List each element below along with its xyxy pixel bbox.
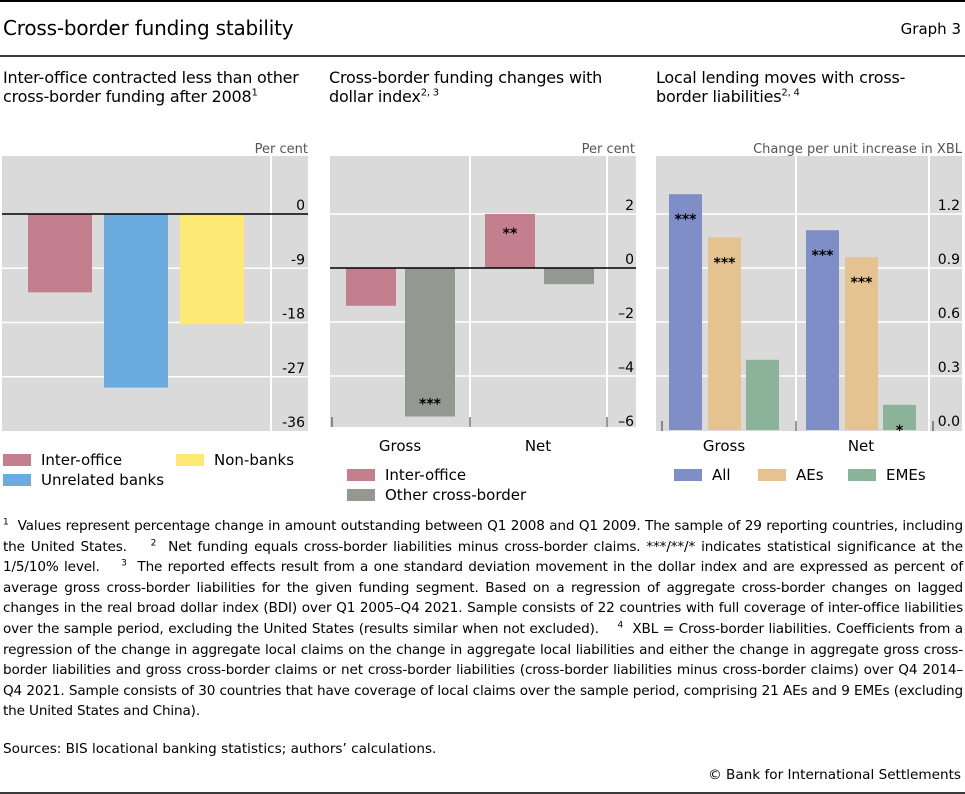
- footnote-2-marker: 2: [150, 538, 157, 549]
- y-tick-label: -27: [282, 361, 305, 377]
- graph-number: Graph 3: [900, 20, 961, 38]
- sources-note: Sources: BIS locational banking statisti…: [3, 741, 437, 757]
- footnotes: 1 Values represent percentage change in …: [3, 516, 963, 722]
- bottom-rule: [0, 792, 965, 794]
- legend-item-emes: EMEs: [848, 466, 926, 484]
- x-category-label: Gross: [703, 437, 745, 455]
- legend-label: EMEs: [886, 466, 926, 484]
- x-category-label: Gross: [379, 437, 421, 455]
- y-tick-label: –2: [618, 306, 634, 322]
- bar-emes-gross: [746, 359, 779, 430]
- x-category-label: Net: [848, 437, 874, 455]
- legend-label: Other cross-border: [385, 486, 527, 504]
- legend-label: Non-banks: [214, 451, 295, 469]
- panel3-subtitle-text: Local lending moves with cross-border li…: [656, 68, 906, 106]
- bar-other-cross-border-gross: [405, 268, 455, 417]
- legend-swatch: [347, 489, 375, 501]
- chart-dollar-index: 20–2–4–6*****Gross Net: [330, 156, 636, 455]
- bar-emes-net: [883, 404, 916, 430]
- significance-label: ***: [675, 212, 698, 228]
- panel2-subtitle-text: Cross-border funding changes with dollar…: [329, 68, 603, 106]
- significance-label: ***: [851, 275, 874, 291]
- footnote-3-text: The reported effects result from a one s…: [3, 559, 963, 637]
- y-tick-label: -36: [282, 415, 305, 431]
- footnote-4-text: XBL = Cross-border liabilities. Coeffici…: [3, 620, 963, 720]
- y-tick-label: –4: [618, 360, 634, 376]
- graph-title: Cross-border funding stability: [3, 16, 294, 40]
- panel1-subtitle-text: Inter-office contracted less than other …: [3, 68, 299, 106]
- x-category-label: Net: [525, 437, 551, 455]
- legend-label: Unrelated banks: [41, 471, 165, 489]
- bar-inter-office: [28, 214, 92, 293]
- bar-all-net: [806, 230, 839, 430]
- legend-swatch: [674, 469, 702, 481]
- legend-item-unrelated-banks: Unrelated banks: [3, 471, 164, 489]
- y-tick-label: 0: [296, 198, 305, 214]
- bar-aes-net: [845, 257, 878, 430]
- header-rule: [0, 55, 965, 57]
- legend-swatch: [758, 469, 786, 481]
- chart-interoffice-contraction: 0 -9 -18 -27 -36: [2, 156, 308, 431]
- significance-label: ***: [714, 255, 737, 271]
- bar-non-banks: [180, 214, 244, 325]
- y-tick-label: 0.0: [938, 414, 960, 430]
- significance-label: ***: [812, 248, 835, 264]
- y-tick-label: -18: [282, 307, 305, 323]
- legend-item-inter-office: Inter-office: [3, 451, 122, 469]
- legend-label: All: [712, 466, 731, 484]
- legend-item-non-banks: Non-banks: [176, 451, 294, 469]
- legend-label: Inter-office: [385, 466, 467, 484]
- significance-label: ***: [419, 397, 442, 413]
- legend-item-other-cross-border: Other cross-border: [347, 486, 526, 504]
- legend-swatch: [848, 469, 876, 481]
- panel1-footnote-ref: 1: [251, 87, 258, 99]
- panel3-subtitle: Local lending moves with cross-border li…: [656, 68, 936, 106]
- y-tick-label: 1.2: [938, 198, 960, 214]
- legend-swatch: [347, 469, 375, 481]
- panel2-unit: Per cent: [581, 142, 635, 157]
- copyright: © Bank for International Settlements: [708, 767, 961, 783]
- legend-swatch: [3, 454, 31, 466]
- panel1-subtitle: Inter-office contracted less than other …: [3, 68, 303, 106]
- legend-item-all: All: [674, 466, 731, 484]
- panel2-footnote-ref: 2, 3: [420, 87, 440, 99]
- bar-aes-gross: [708, 237, 741, 430]
- panel1-unit: Per cent: [254, 142, 308, 157]
- panel3-footnote-ref: 2, 4: [781, 87, 800, 99]
- legend-item-aes: AEs: [758, 466, 824, 484]
- top-rule: [0, 0, 965, 2]
- chart-local-lending: 1.20.90.60.30.0*************Gross Net: [656, 156, 962, 455]
- footnote-3-marker: 3: [121, 558, 127, 569]
- bar-inter-office-net: [485, 214, 535, 268]
- y-tick-label: 0: [625, 252, 634, 268]
- panel2-legend: Inter-office Other cross-border: [347, 466, 647, 511]
- footnote-1-marker: 1: [3, 517, 9, 528]
- y-tick-label: 2: [625, 198, 634, 214]
- footnote-1-text: Values represent percentage change in am…: [3, 518, 963, 555]
- panel3-legend: All AEs EMEs: [674, 466, 964, 491]
- y-tick-label: 0.6: [938, 306, 960, 322]
- bar-all-gross: [669, 194, 702, 430]
- significance-label: *: [896, 423, 904, 439]
- significance-label: **: [503, 226, 518, 242]
- y-tick-label: –6: [618, 414, 634, 430]
- legend-swatch: [176, 454, 204, 466]
- bar-inter-office-gross: [346, 268, 396, 306]
- panel2-subtitle: Cross-border funding changes with dollar…: [329, 68, 629, 106]
- legend-label: AEs: [796, 466, 824, 484]
- footnote-2-text: Net funding equals cross-border liabilit…: [3, 538, 963, 576]
- legend-swatch: [3, 474, 31, 486]
- footnote-4-marker: 4: [617, 620, 624, 631]
- panel3-unit: Change per unit increase in XBL: [753, 142, 962, 157]
- y-tick-label: 0.9: [938, 252, 960, 268]
- bar-other-cross-border-net: [544, 268, 594, 285]
- bar-unrelated-banks: [104, 214, 168, 388]
- panel1-legend: Inter-office Unrelated banks Non-banks: [3, 451, 323, 496]
- y-tick-label: 0.3: [938, 360, 960, 376]
- legend-item-inter-office: Inter-office: [347, 466, 466, 484]
- y-tick-label: -9: [291, 252, 305, 268]
- legend-label: Inter-office: [41, 451, 123, 469]
